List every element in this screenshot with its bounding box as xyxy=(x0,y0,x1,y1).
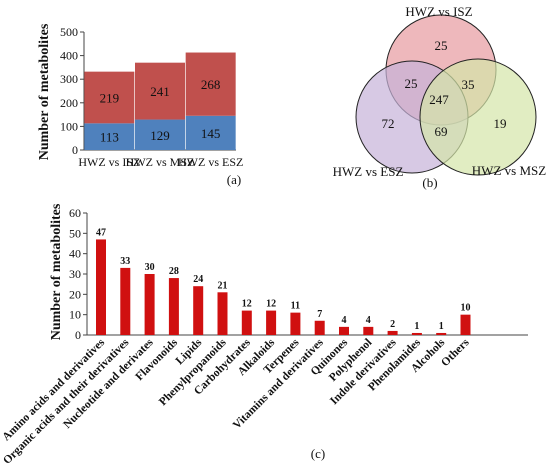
panel-c-bar-value-label: 24 xyxy=(193,274,203,285)
panel-c-bar-value-label: 12 xyxy=(266,299,276,310)
panel-c-y-tick-label: 50 xyxy=(69,226,81,240)
panel-c-bar xyxy=(266,310,277,335)
panel-c-bar xyxy=(120,267,131,335)
panel-a-bar-value-label: 219 xyxy=(100,90,120,105)
panel-c-bar xyxy=(314,320,325,335)
panel-c-bar xyxy=(363,326,374,335)
panel-a-x-tick-label: HWZ vs MSZ xyxy=(126,155,195,169)
panel-a-y-axis-title: Number of metabolites xyxy=(37,23,52,160)
venn-region-msz-only: 19 xyxy=(494,116,507,131)
panel-c-bar xyxy=(144,274,155,335)
panel-c-y-tick-label: 0 xyxy=(75,328,81,342)
panel-a-bar-segment xyxy=(135,62,185,120)
panel-c-bar xyxy=(411,332,422,335)
panel-c-bar xyxy=(241,310,252,335)
panel-c-bar xyxy=(339,326,349,335)
panel-c-bar-value-label: 21 xyxy=(218,280,228,291)
panel-c-bar xyxy=(436,332,447,335)
panel-c-bar-value-label: 4 xyxy=(366,315,371,326)
panel-a-bar-value-label: 113 xyxy=(100,130,119,145)
panel-c-x-tick-label: Amino acids and derivatives xyxy=(0,336,107,443)
panel-c-bar xyxy=(460,314,471,335)
panel-c-bar-value-label: 47 xyxy=(96,227,106,238)
panel-c-bar-value-label: 4 xyxy=(342,315,347,326)
panel-c-bar-value-label: 10 xyxy=(461,303,471,314)
panel-a-y-tick-label: 500 xyxy=(60,25,78,39)
panel-c-bar xyxy=(193,286,204,335)
venn-region-isz-only: 25 xyxy=(435,38,448,53)
panel-c-axes: 0 10 20 30 40 50 60 Amino acids and derivatives… xyxy=(0,206,528,465)
venn-label-isz: HWZ vs ISZ xyxy=(405,4,472,19)
panel-a-x-tick-label: HWZ vs ESZ xyxy=(178,155,243,169)
venn-label-esz: HWZ vs ESZ xyxy=(333,164,404,179)
venn-region-all-three: 247 xyxy=(429,92,449,107)
panel-c-bar xyxy=(290,312,301,335)
venn-region-esz-msz: 69 xyxy=(435,124,448,139)
panel-c-bar-chart: Number of metabolites 0 10 20 30 40 50 60 Amino… xyxy=(0,203,528,465)
panel-c-bar-value-label: 1 xyxy=(439,321,444,332)
panel-a-bar-value-label: 268 xyxy=(201,77,221,92)
panel-a-bar-value-label: 129 xyxy=(150,128,170,143)
panel-c-x-tick-label: Organic acids and their derivatives xyxy=(1,336,132,465)
panel-c-bar-value-label: 11 xyxy=(291,301,300,312)
panel-c-bar xyxy=(387,330,398,335)
panel-c-y-tick-label: 10 xyxy=(69,308,81,322)
panel-a-bar-value-label: 145 xyxy=(201,126,221,141)
panel-a-y-tick-label: 400 xyxy=(60,49,78,63)
panel-a-bar-segment xyxy=(135,119,185,150)
panel-c-bar-value-label: 28 xyxy=(169,266,179,277)
panel-c-bar-value-label: 2 xyxy=(390,319,395,330)
panel-c-x-tick-label: Others xyxy=(439,336,472,369)
panel-c-bar-value-label: 12 xyxy=(242,299,252,310)
venn-set-msz-circle xyxy=(419,58,537,176)
panel-c-y-tick-label: 60 xyxy=(69,206,81,220)
panel-c-bar-value-label: 30 xyxy=(145,262,155,273)
panel-c-bar-value-label: 7 xyxy=(317,309,322,320)
panel-a-y-tick-label: 200 xyxy=(60,96,78,110)
panel-a-bar-segment xyxy=(185,115,236,150)
panel-c-y-tick-label: 30 xyxy=(69,267,81,281)
panel-a-y-tick-label: 100 xyxy=(60,119,78,133)
panel-b-venn-diagram: HWZ vs ISZ HWZ vs ESZ HWZ vs MSZ 25 72 1… xyxy=(333,4,547,190)
panel-c-bar-value-label: 1 xyxy=(414,321,419,332)
panel-a-bar-segment xyxy=(185,52,236,116)
panel-a-bars: 113 219 129 241 145 268 xyxy=(84,52,236,150)
panel-c-bar xyxy=(96,239,106,335)
panel-b-label: (b) xyxy=(422,175,437,190)
panel-c-label: (c) xyxy=(311,446,325,461)
panel-a-bar-segment xyxy=(84,71,135,124)
panel-a-y-tick-label: 0 xyxy=(72,143,78,157)
panel-a-y-tick-label: 300 xyxy=(60,72,78,86)
panel-a-stacked-bar-chart: Number of metabolites 0 100 200 300 400 500 HW… xyxy=(37,23,243,187)
panel-a-bar-value-label: 241 xyxy=(150,84,170,99)
venn-region-isz-esz: 25 xyxy=(405,76,418,91)
venn-label-msz: HWZ vs MSZ xyxy=(472,163,546,178)
panel-c-y-tick-label: 40 xyxy=(69,247,81,261)
panel-c-y-tick-label: 20 xyxy=(69,287,81,301)
venn-region-esz-only: 72 xyxy=(382,116,395,131)
panel-c-bar xyxy=(168,278,179,335)
panel-c-bar xyxy=(217,292,228,335)
panel-c-y-axis-title: Number of metabolites xyxy=(49,203,64,340)
panel-a-x-tick-label: HWZ vs ISZ xyxy=(78,155,140,169)
venn-region-isz-msz: 35 xyxy=(462,77,475,92)
panel-a-label: (a) xyxy=(227,172,241,187)
panel-a-bar-segment xyxy=(84,123,135,150)
panel-c-bar-value-label: 33 xyxy=(120,256,130,267)
